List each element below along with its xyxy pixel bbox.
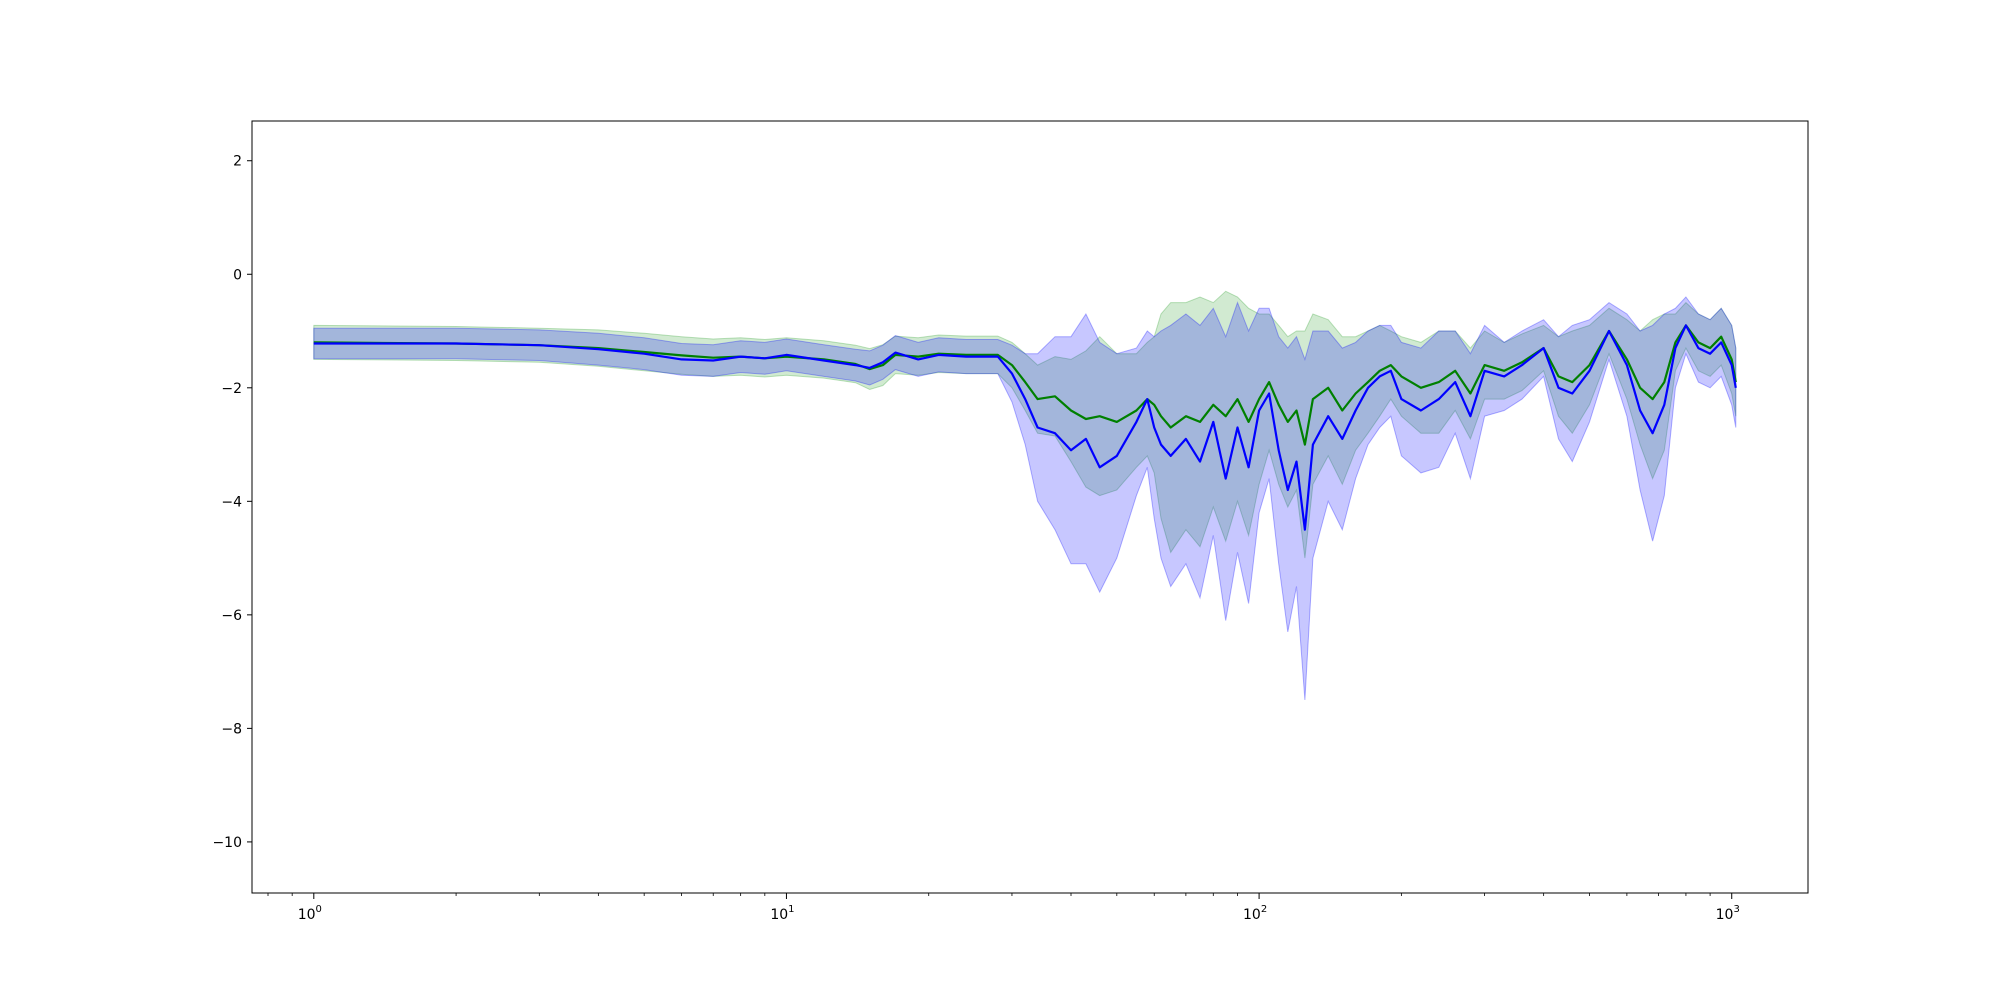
series-1-band bbox=[313, 296, 1737, 701]
x-tick-label-1-exponent: 1 bbox=[788, 904, 794, 915]
y-tick-label-3: −4 bbox=[221, 494, 242, 510]
x-tick-label-3: 103 bbox=[1716, 904, 1740, 923]
y-tick-label-0: 2 bbox=[233, 154, 242, 170]
x-tick-label-1: 101 bbox=[770, 904, 794, 923]
x-tick-label-0: 100 bbox=[298, 904, 322, 923]
series-0-line bbox=[313, 324, 1737, 446]
x-tick-label-2: 102 bbox=[1243, 904, 1267, 923]
x-tick-label-2-exponent: 2 bbox=[1261, 904, 1267, 915]
plot-area bbox=[313, 290, 1737, 701]
series-1-line bbox=[313, 324, 1737, 531]
x-tick-label-3-base: 10 bbox=[1716, 907, 1734, 923]
x-tick-label-0-base: 10 bbox=[298, 907, 316, 923]
plot-series-group bbox=[313, 290, 1737, 701]
y-tick-label-4: −6 bbox=[221, 608, 242, 624]
axes-frame bbox=[251, 120, 1809, 894]
x-tick-label-0-exponent: 0 bbox=[316, 904, 322, 915]
y-tick-label-6: −10 bbox=[212, 835, 242, 851]
y-tick-label-2: −2 bbox=[221, 381, 242, 397]
y-tick-label-5: −8 bbox=[221, 721, 242, 737]
y-tick-label-1: 0 bbox=[233, 267, 242, 283]
x-tick-label-1-base: 10 bbox=[770, 907, 788, 923]
x-tick-label-3-exponent: 3 bbox=[1733, 904, 1739, 915]
x-tick-label-2-base: 10 bbox=[1243, 907, 1261, 923]
